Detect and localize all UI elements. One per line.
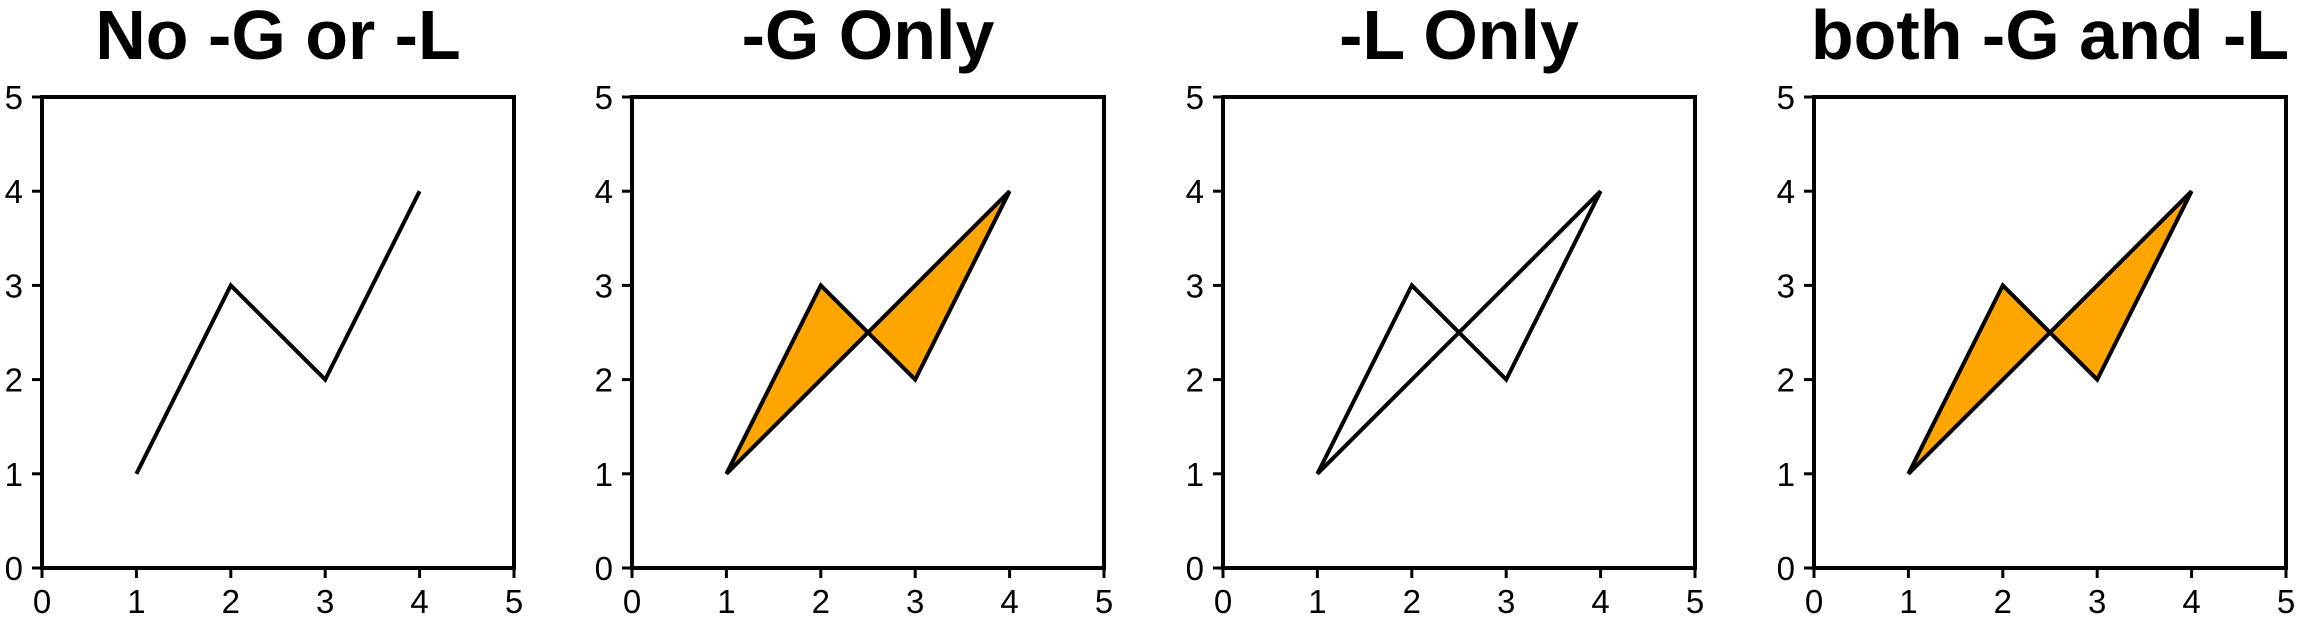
x-tick-label: 3 — [2088, 583, 2106, 619]
panel-title: No -G or -L — [95, 0, 460, 74]
chart-panel-3: -L Only 0 1 2 3 4 5 0 1 2 3 4 5 — [1186, 0, 1705, 619]
y-tick-label: 5 — [1777, 79, 1795, 116]
plot-frame — [1221, 95, 1697, 570]
x-tick-label: 4 — [2182, 583, 2200, 619]
y-tick-label: 2 — [1186, 362, 1204, 399]
y-tick-label: 0 — [1186, 550, 1204, 587]
x-tick-label: 5 — [505, 583, 523, 619]
y-tick-label: 3 — [1186, 267, 1204, 304]
y-tick-label: 2 — [5, 362, 23, 399]
y-tick-label: 0 — [1777, 550, 1795, 587]
y-tick-label: 0 — [595, 550, 613, 587]
y-tick-label: 4 — [595, 173, 613, 210]
outlined-polygon — [1315, 189, 1603, 476]
y-tick-label: 4 — [1186, 173, 1204, 210]
x-tick-label: 4 — [1591, 583, 1609, 619]
x-tick-label: 1 — [1899, 583, 1917, 619]
x-tick-label: 2 — [222, 583, 240, 619]
y-tick-label: 2 — [1777, 362, 1795, 399]
y-tick-label: 3 — [5, 267, 23, 304]
x-tick-label: 3 — [316, 583, 334, 619]
x-tick-label: 1 — [1308, 583, 1326, 619]
x-tick-label: 5 — [1686, 583, 1704, 619]
y-tick-label: 5 — [595, 79, 613, 116]
y-tick-label: 1 — [1186, 456, 1204, 493]
chart-panel-4: both -G and -L 0 1 2 3 4 5 0 1 2 3 4 5 — [1777, 0, 2296, 619]
x-tick-label: 2 — [1403, 583, 1421, 619]
x-tick-label: 4 — [1000, 583, 1018, 619]
x-tick-label: 3 — [906, 583, 924, 619]
series-line — [134, 190, 422, 475]
panel-title: both -G and -L — [1811, 0, 2289, 74]
y-tick-label: 1 — [5, 456, 23, 493]
x-tick-label: 1 — [717, 583, 735, 619]
x-tick-label: 5 — [2277, 583, 2295, 619]
plot-frame — [40, 95, 516, 570]
x-tick-label: 0 — [1214, 583, 1232, 619]
plot-frame — [1812, 95, 2288, 570]
y-tick-label: 3 — [1777, 267, 1795, 304]
panel-title: -L Only — [1339, 0, 1579, 74]
x-tick-label: 0 — [623, 583, 641, 619]
panel-title: -G Only — [742, 0, 995, 74]
filled-polygon — [724, 189, 1012, 476]
y-tick-label: 1 — [1777, 456, 1795, 493]
y-tick-label: 5 — [1186, 79, 1204, 116]
x-tick-label: 2 — [812, 583, 830, 619]
chart-panel-1: No -G or -L 0 1 2 3 4 5 0 1 2 3 4 5 — [5, 0, 524, 619]
x-tick-label: 1 — [127, 583, 145, 619]
y-tick-label: 5 — [5, 79, 23, 116]
y-tick-label: 0 — [5, 550, 23, 587]
filled-polygon — [1906, 189, 2194, 476]
y-tick-label: 4 — [5, 173, 23, 210]
y-tick-label: 1 — [595, 456, 613, 493]
x-tick-label: 5 — [1095, 583, 1113, 619]
y-tick-label: 4 — [1777, 173, 1795, 210]
x-tick-label: 0 — [1805, 583, 1823, 619]
chart-panel-2: -G Only 0 1 2 3 4 5 0 1 2 3 4 5 — [595, 0, 1114, 619]
x-tick-label: 2 — [1994, 583, 2012, 619]
x-tick-label: 0 — [33, 583, 51, 619]
y-tick-label: 2 — [595, 362, 613, 399]
x-tick-label: 4 — [410, 583, 428, 619]
y-tick-label: 3 — [595, 267, 613, 304]
plot-frame — [630, 95, 1106, 570]
x-tick-label: 3 — [1497, 583, 1515, 619]
